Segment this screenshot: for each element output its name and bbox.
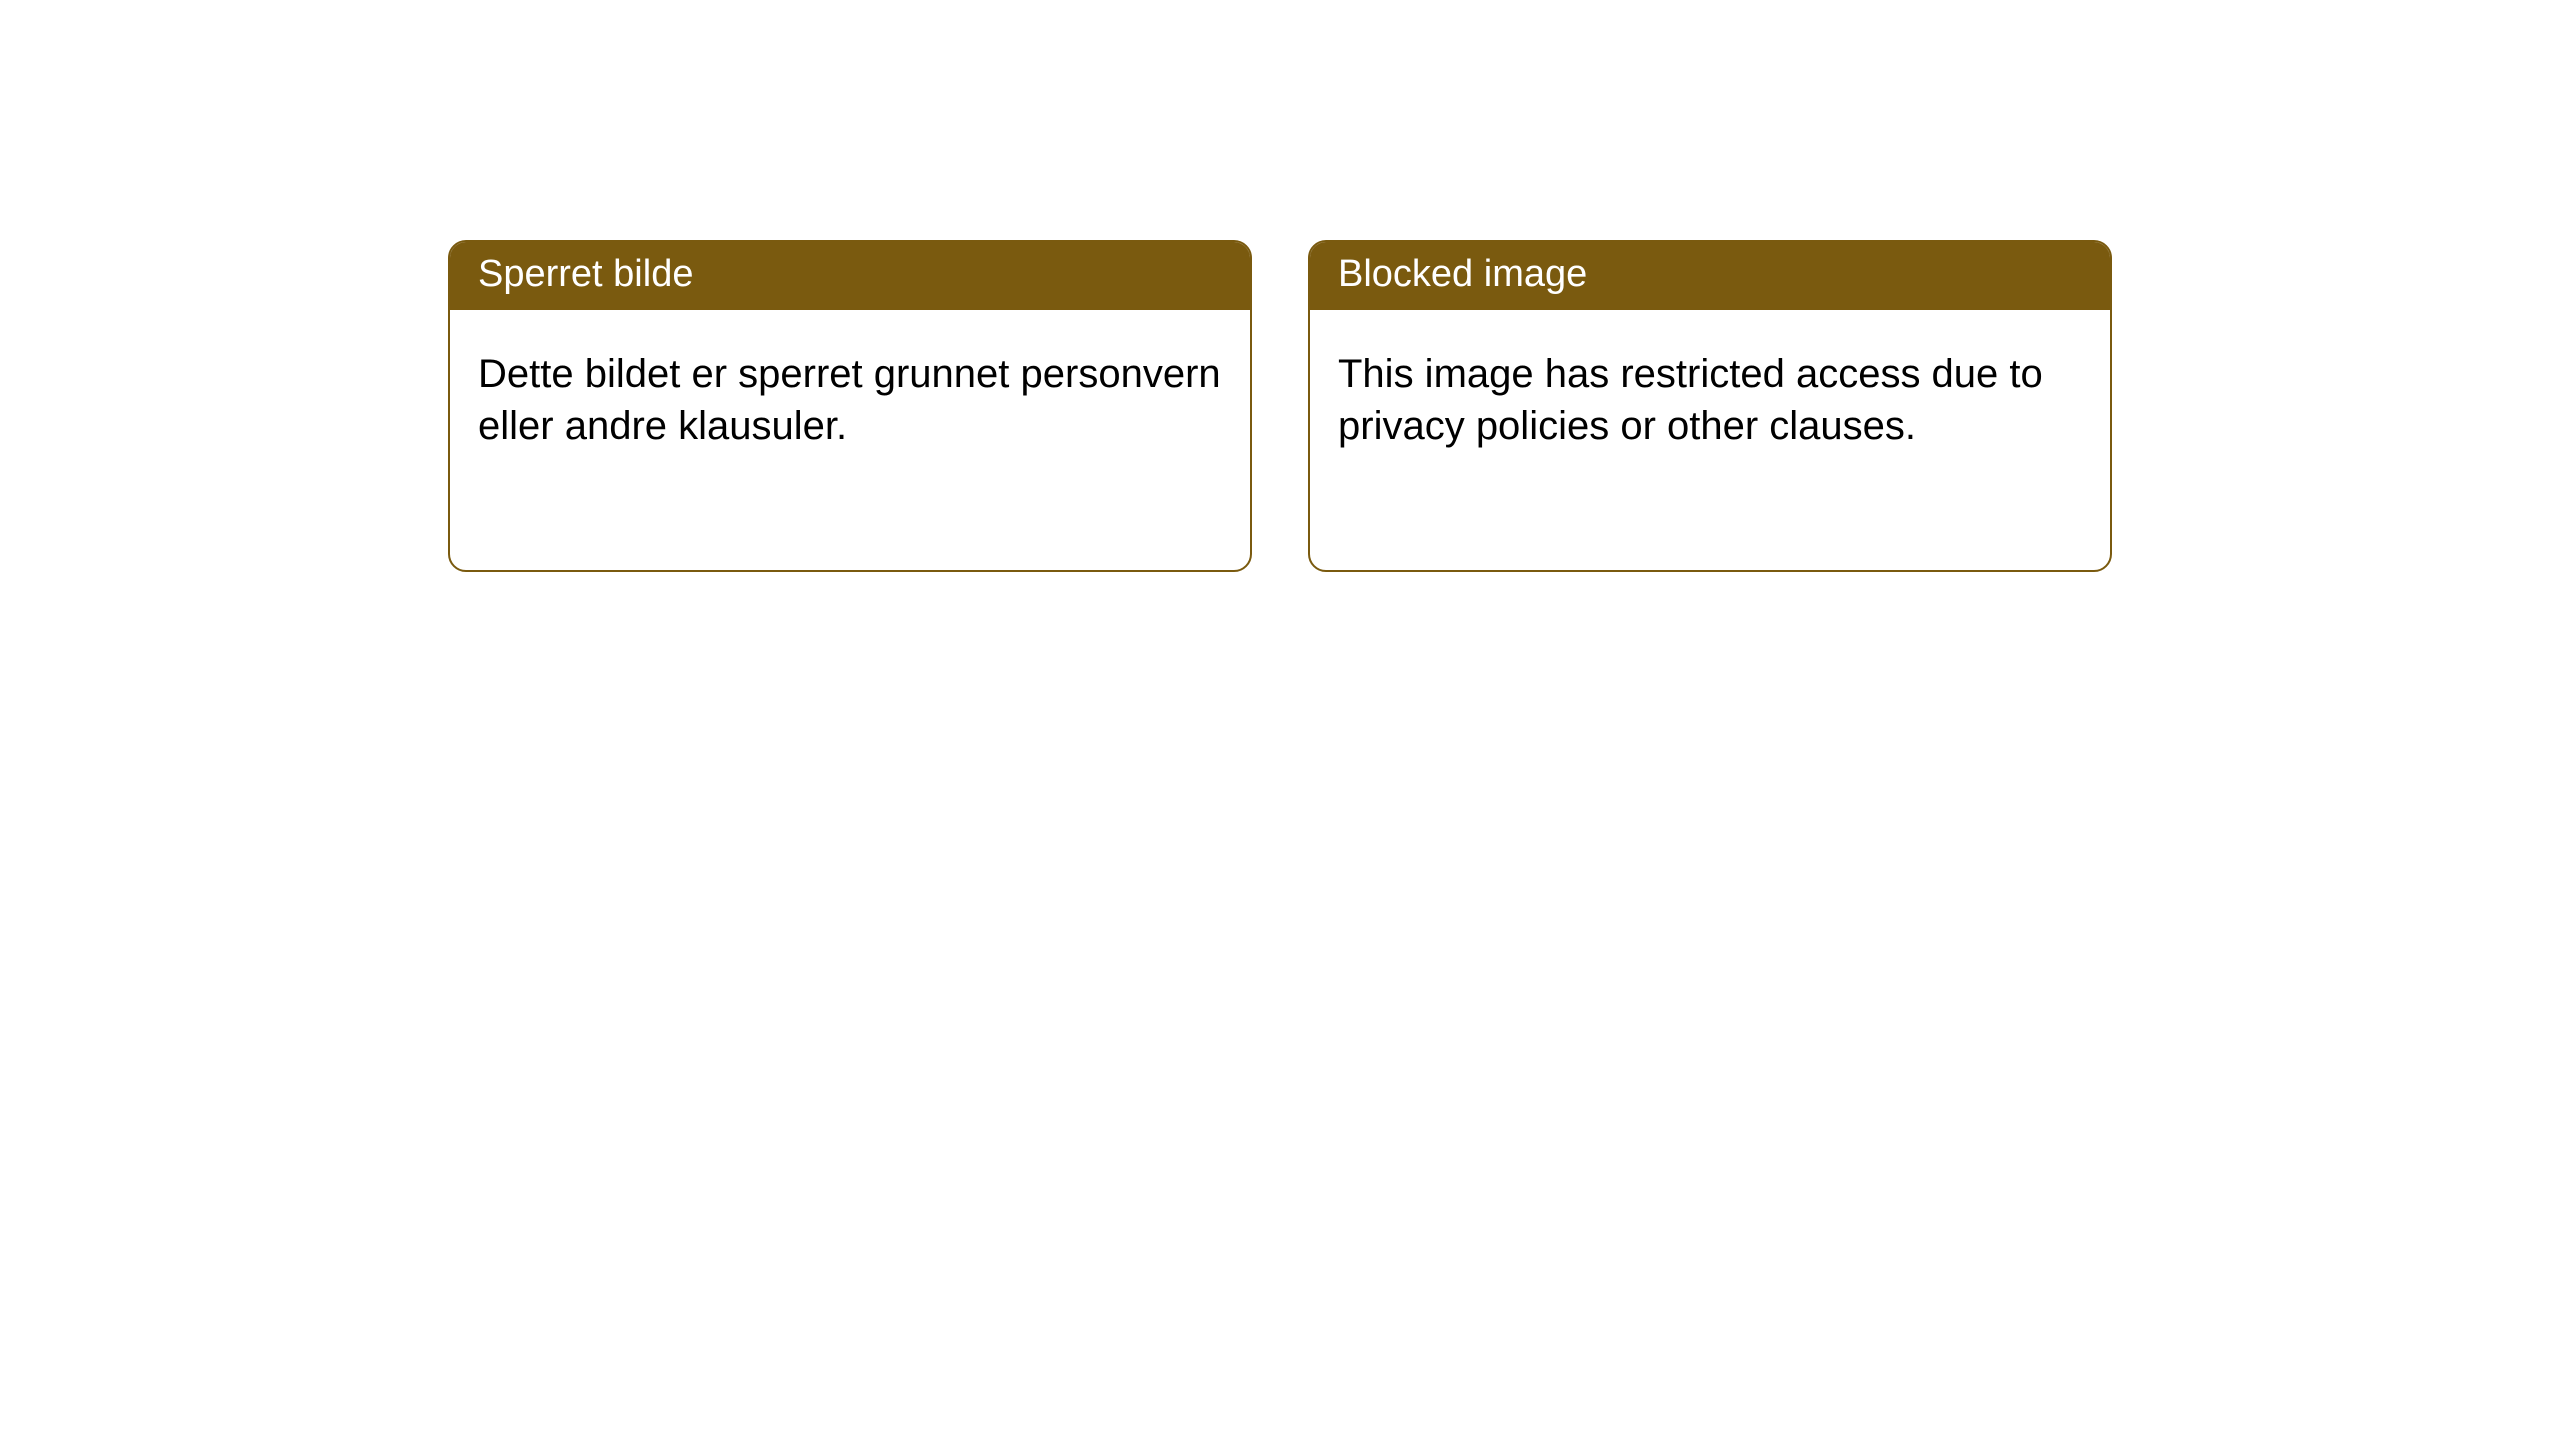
notice-header-norwegian: Sperret bilde: [450, 242, 1250, 310]
notice-container: Sperret bilde Dette bildet er sperret gr…: [0, 0, 2560, 572]
notice-card-norwegian: Sperret bilde Dette bildet er sperret gr…: [448, 240, 1252, 572]
notice-body-english: This image has restricted access due to …: [1310, 310, 2110, 480]
notice-header-english: Blocked image: [1310, 242, 2110, 310]
notice-card-english: Blocked image This image has restricted …: [1308, 240, 2112, 572]
notice-body-norwegian: Dette bildet er sperret grunnet personve…: [450, 310, 1250, 480]
